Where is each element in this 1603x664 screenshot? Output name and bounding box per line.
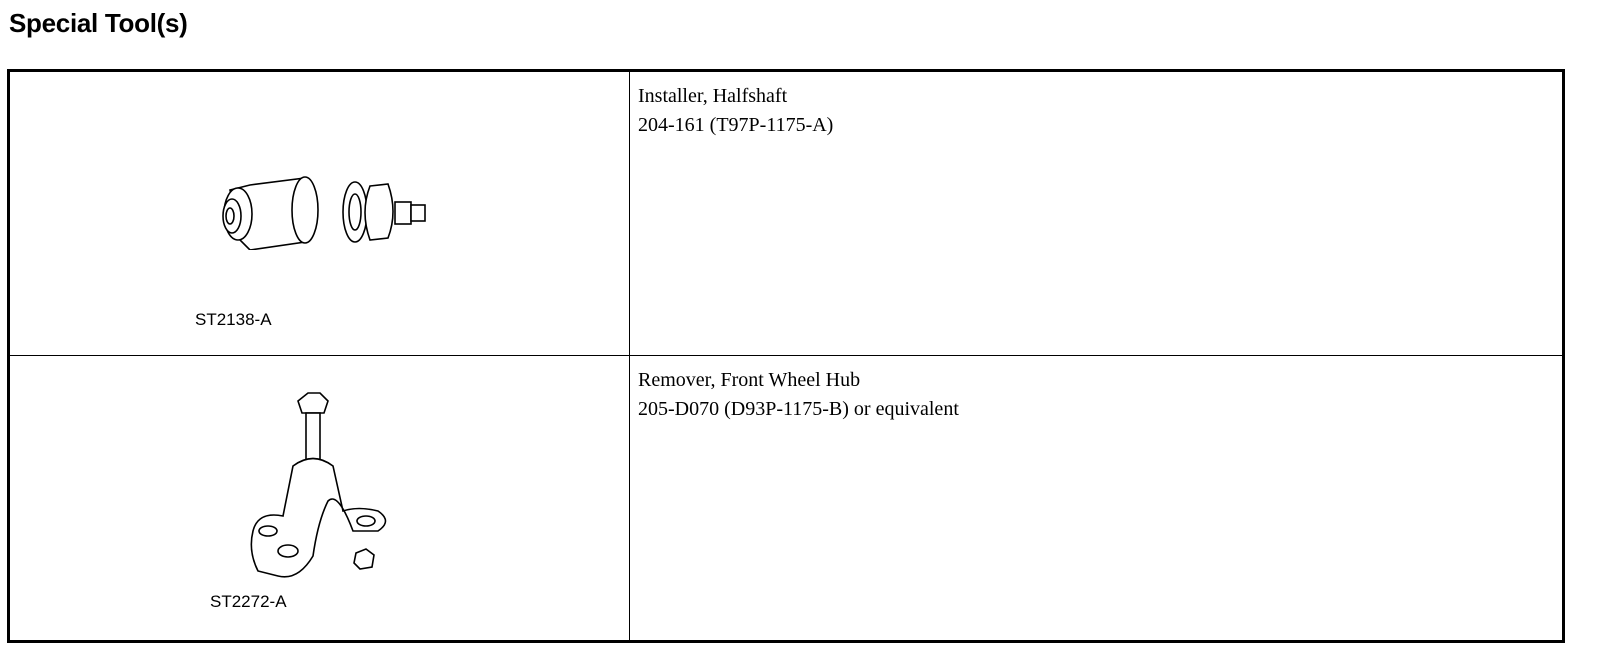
tool-illustration-cell: ST2138-A (8, 70, 630, 356)
tool-name: Installer, Halfshaft (638, 85, 788, 107)
halfshaft-installer-illustration (222, 176, 426, 250)
section-title: Special Tool(s) (9, 8, 188, 38)
table-row: ST2272-A Remover, Front Wheel Hub 205-D0… (8, 355, 1564, 642)
table-row: ST2138-A Installer, Halfshaft 204-161 (T… (8, 70, 1564, 356)
illustration-code: ST2138-A (195, 310, 272, 329)
tool-name: Remover, Front Wheel Hub (638, 369, 861, 391)
tool-description-cell: Remover, Front Wheel Hub 205-D070 (D93P-… (629, 355, 1564, 642)
tool-description-cell: Installer, Halfshaft 204-161 (T97P-1175-… (629, 70, 1564, 356)
special-tools-table: ST2138-A Installer, Halfshaft 204-161 (T… (7, 69, 1565, 643)
tool-number: 204-161 (T97P-1175-A) (638, 114, 834, 136)
tool-illustration-cell: ST2272-A (8, 355, 630, 642)
tool-number: 205-D070 (D93P-1175-B) or equivalent (638, 398, 959, 420)
illustration-code: ST2272-A (210, 592, 287, 611)
hub-remover-illustration (250, 392, 387, 578)
